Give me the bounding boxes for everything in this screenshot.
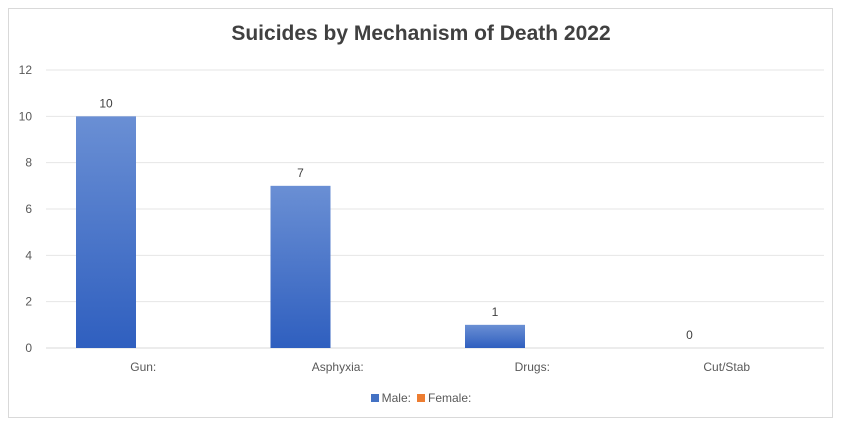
gridlines bbox=[46, 69, 824, 349]
x-tick-label: Asphyxia: bbox=[312, 360, 364, 374]
chart-title: Suicides by Mechanism of Death 2022 bbox=[231, 22, 611, 45]
bars bbox=[76, 116, 525, 348]
y-tick-label: 2 bbox=[25, 295, 32, 309]
legend-label-male: Male: bbox=[381, 391, 411, 405]
y-tick-label: 6 bbox=[25, 202, 32, 216]
y-tick-label: 10 bbox=[19, 109, 33, 123]
legend-swatch-male bbox=[370, 394, 379, 402]
legend-label-female: Female: bbox=[427, 391, 472, 405]
x-tick-label: Gun: bbox=[130, 360, 156, 374]
legend: Male: Female: bbox=[0, 391, 842, 405]
y-tick-label: 0 bbox=[25, 341, 32, 355]
x-axis: Gun: Asphyxia: Drugs: Cut/Stab bbox=[130, 360, 750, 374]
data-label: 1 bbox=[492, 305, 499, 319]
y-tick-label: 8 bbox=[25, 156, 32, 170]
legend-swatch-female bbox=[416, 394, 425, 402]
y-tick-label: 12 bbox=[19, 63, 33, 77]
data-label: 10 bbox=[99, 96, 113, 110]
data-label: 0 bbox=[686, 328, 693, 342]
y-axis: 0 2 4 6 8 10 12 bbox=[19, 63, 33, 355]
x-tick-label: Cut/Stab bbox=[703, 360, 750, 374]
y-tick-label: 4 bbox=[25, 248, 32, 262]
legend-item-female: Female: bbox=[416, 391, 472, 405]
chart-frame bbox=[8, 8, 833, 418]
legend-item-male: Male: bbox=[370, 391, 411, 405]
bar-male bbox=[465, 324, 525, 348]
x-tick-label: Drugs: bbox=[515, 360, 550, 374]
data-label: 7 bbox=[297, 166, 304, 180]
bar-male bbox=[270, 185, 331, 348]
bar-male bbox=[76, 116, 136, 348]
